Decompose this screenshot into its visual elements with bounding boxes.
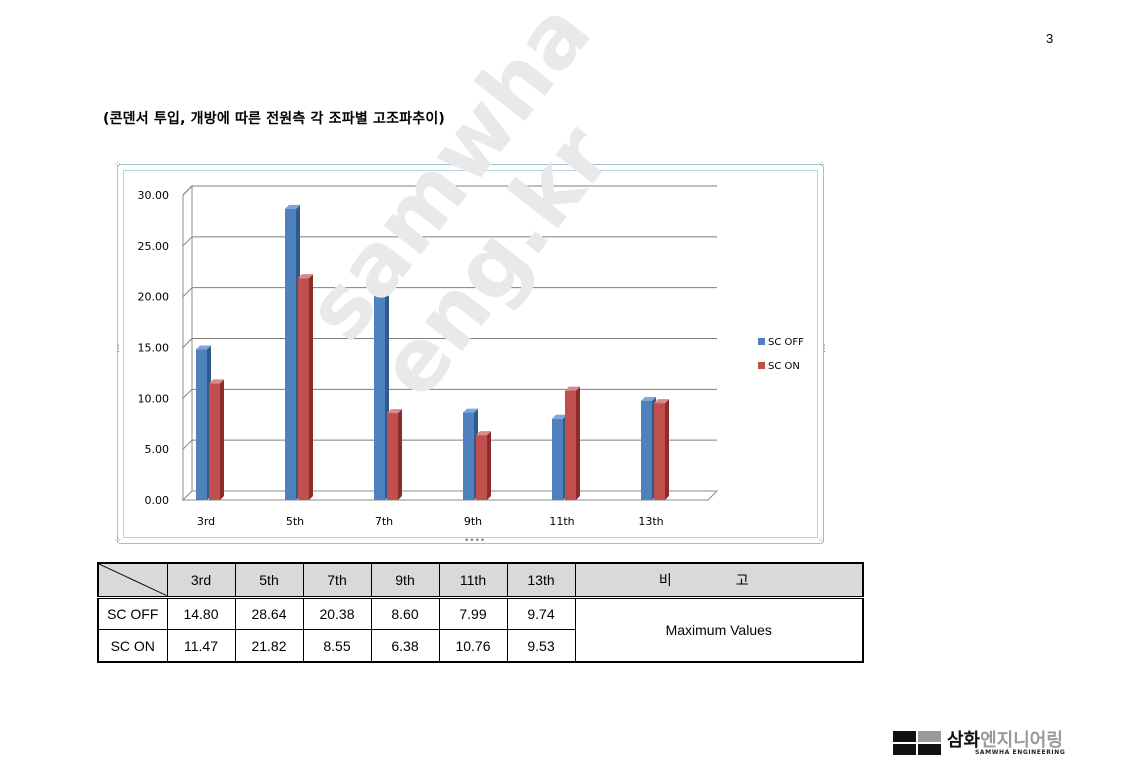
x-tick-label: 3rd <box>197 515 215 528</box>
legend-label: SC OFF <box>768 337 804 348</box>
resize-handle-right[interactable]: ⋮ <box>820 344 829 354</box>
x-tick-label: 13th <box>638 515 663 528</box>
col-header: 9th <box>370 562 440 598</box>
logo-mark-icon <box>893 731 941 755</box>
bar-sc-off <box>641 396 656 500</box>
bar-sc-on <box>476 431 491 500</box>
bar-sc-on <box>298 274 313 500</box>
bar-sc-off <box>285 204 300 500</box>
table-cell: 9.53 <box>506 629 576 663</box>
y-tick-label: 5.00 <box>145 443 170 456</box>
table-cell: 8.60 <box>370 596 440 630</box>
bar-sc-on <box>209 379 224 500</box>
y-tick-label: 15.00 <box>138 342 170 355</box>
bar-sc-on <box>565 386 580 500</box>
logo-wordmark: 삼화엔지니어링 <box>947 726 1063 752</box>
logo-name-light: 엔지니어링 <box>980 730 1063 751</box>
logo-name-bold: 삼화 <box>947 730 981 751</box>
col-header: 7th <box>302 562 372 598</box>
table-cell: 28.64 <box>234 596 304 630</box>
remark-cell: Maximum Values <box>574 596 864 663</box>
table-row: SC ON 11.47 21.82 8.55 6.38 10.76 9.53 <box>97 629 863 663</box>
resize-handle-bottom[interactable]: •••• <box>464 536 486 546</box>
table-header-row: 3rd 5th 7th 9th 11th 13th 비 고 <box>97 562 864 598</box>
bar-sc-off <box>552 414 567 500</box>
chart-container[interactable]: •••• •••• ⋮ ⋮ ⁘ ⁘ ⁘ ⁘ <box>114 159 829 546</box>
legend-swatch <box>758 338 765 345</box>
bar-sc-off <box>374 288 389 500</box>
table-cell: 21.82 <box>234 629 304 663</box>
col-header: 11th <box>438 562 508 598</box>
bar-sc-on <box>654 399 669 500</box>
bar-sc-off <box>463 408 478 500</box>
table-cell: 8.55 <box>302 629 372 663</box>
y-tick-label: 25.00 <box>138 240 170 253</box>
page-number: 3 <box>1046 31 1054 46</box>
table-cell: 20.38 <box>302 596 372 630</box>
gridline-depth <box>182 236 193 247</box>
resize-handle-bottom-right[interactable]: ⁘ <box>818 536 826 546</box>
logo-subtitle: SAMWHA ENGINEERING <box>975 749 1066 756</box>
table-cell: 14.80 <box>166 596 236 630</box>
col-header: 13th <box>506 562 576 598</box>
corner-cell <box>97 562 168 598</box>
col-header: 3rd <box>166 562 236 598</box>
bar-sc-off <box>196 345 211 500</box>
gridline-depth <box>182 388 193 399</box>
table-cell: 6.38 <box>370 629 440 663</box>
resize-handle-top-left[interactable]: ⁘ <box>114 160 122 170</box>
x-tick-label: 9th <box>464 515 482 528</box>
harmonics-table: 3rd 5th 7th 9th 11th 13th 비 고 SC OFF 14.… <box>97 562 864 663</box>
harmonics-bar-chart: 0.00 5.00 10.00 15.00 20.00 25.00 30.00 3rd 5th 7… <box>138 184 804 528</box>
table-row: SC OFF 14.80 28.64 20.38 8.60 7.99 9.74 … <box>97 596 864 663</box>
x-tick-label: 7th <box>375 515 393 528</box>
section-heading: (콘덴서 투입, 개방에 따른 전원측 각 조파별 고조파추이) <box>103 111 445 127</box>
gridline-depth <box>182 338 193 348</box>
y-tick-label: 20.00 <box>138 291 170 304</box>
gridline-depth <box>182 287 193 298</box>
remark-header: 비 고 <box>574 562 864 598</box>
gridline-depth <box>182 439 193 450</box>
y-tick-label: 30.00 <box>138 189 170 202</box>
table-cell: 11.47 <box>166 629 236 663</box>
table-cell: 9.74 <box>506 596 576 630</box>
resize-handle-top-right[interactable]: ⁘ <box>818 160 826 170</box>
table-cell: 7.99 <box>438 596 508 630</box>
y-tick-label: 0.00 <box>145 494 170 507</box>
table-cell: 10.76 <box>438 629 508 663</box>
gridline-depth <box>182 185 193 196</box>
company-logo: 삼화엔지니어링 SAMWHA ENGINEERING <box>893 728 1065 758</box>
row-label: SC OFF <box>97 596 168 630</box>
row-label: SC ON <box>97 629 168 663</box>
col-header: 5th <box>234 562 304 598</box>
x-tick-label: 5th <box>286 515 304 528</box>
chart-floor <box>181 490 719 501</box>
legend-swatch <box>758 362 765 369</box>
x-tick-label: 11th <box>549 515 574 528</box>
resize-handle-top[interactable]: •••• <box>464 158 486 168</box>
legend-label: SC ON <box>768 361 800 372</box>
resize-handle-left[interactable]: ⋮ <box>114 344 123 354</box>
y-tick-label: 10.00 <box>138 392 170 405</box>
resize-handle-bottom-left[interactable]: ⁘ <box>114 536 122 546</box>
bar-sc-on <box>387 409 402 500</box>
